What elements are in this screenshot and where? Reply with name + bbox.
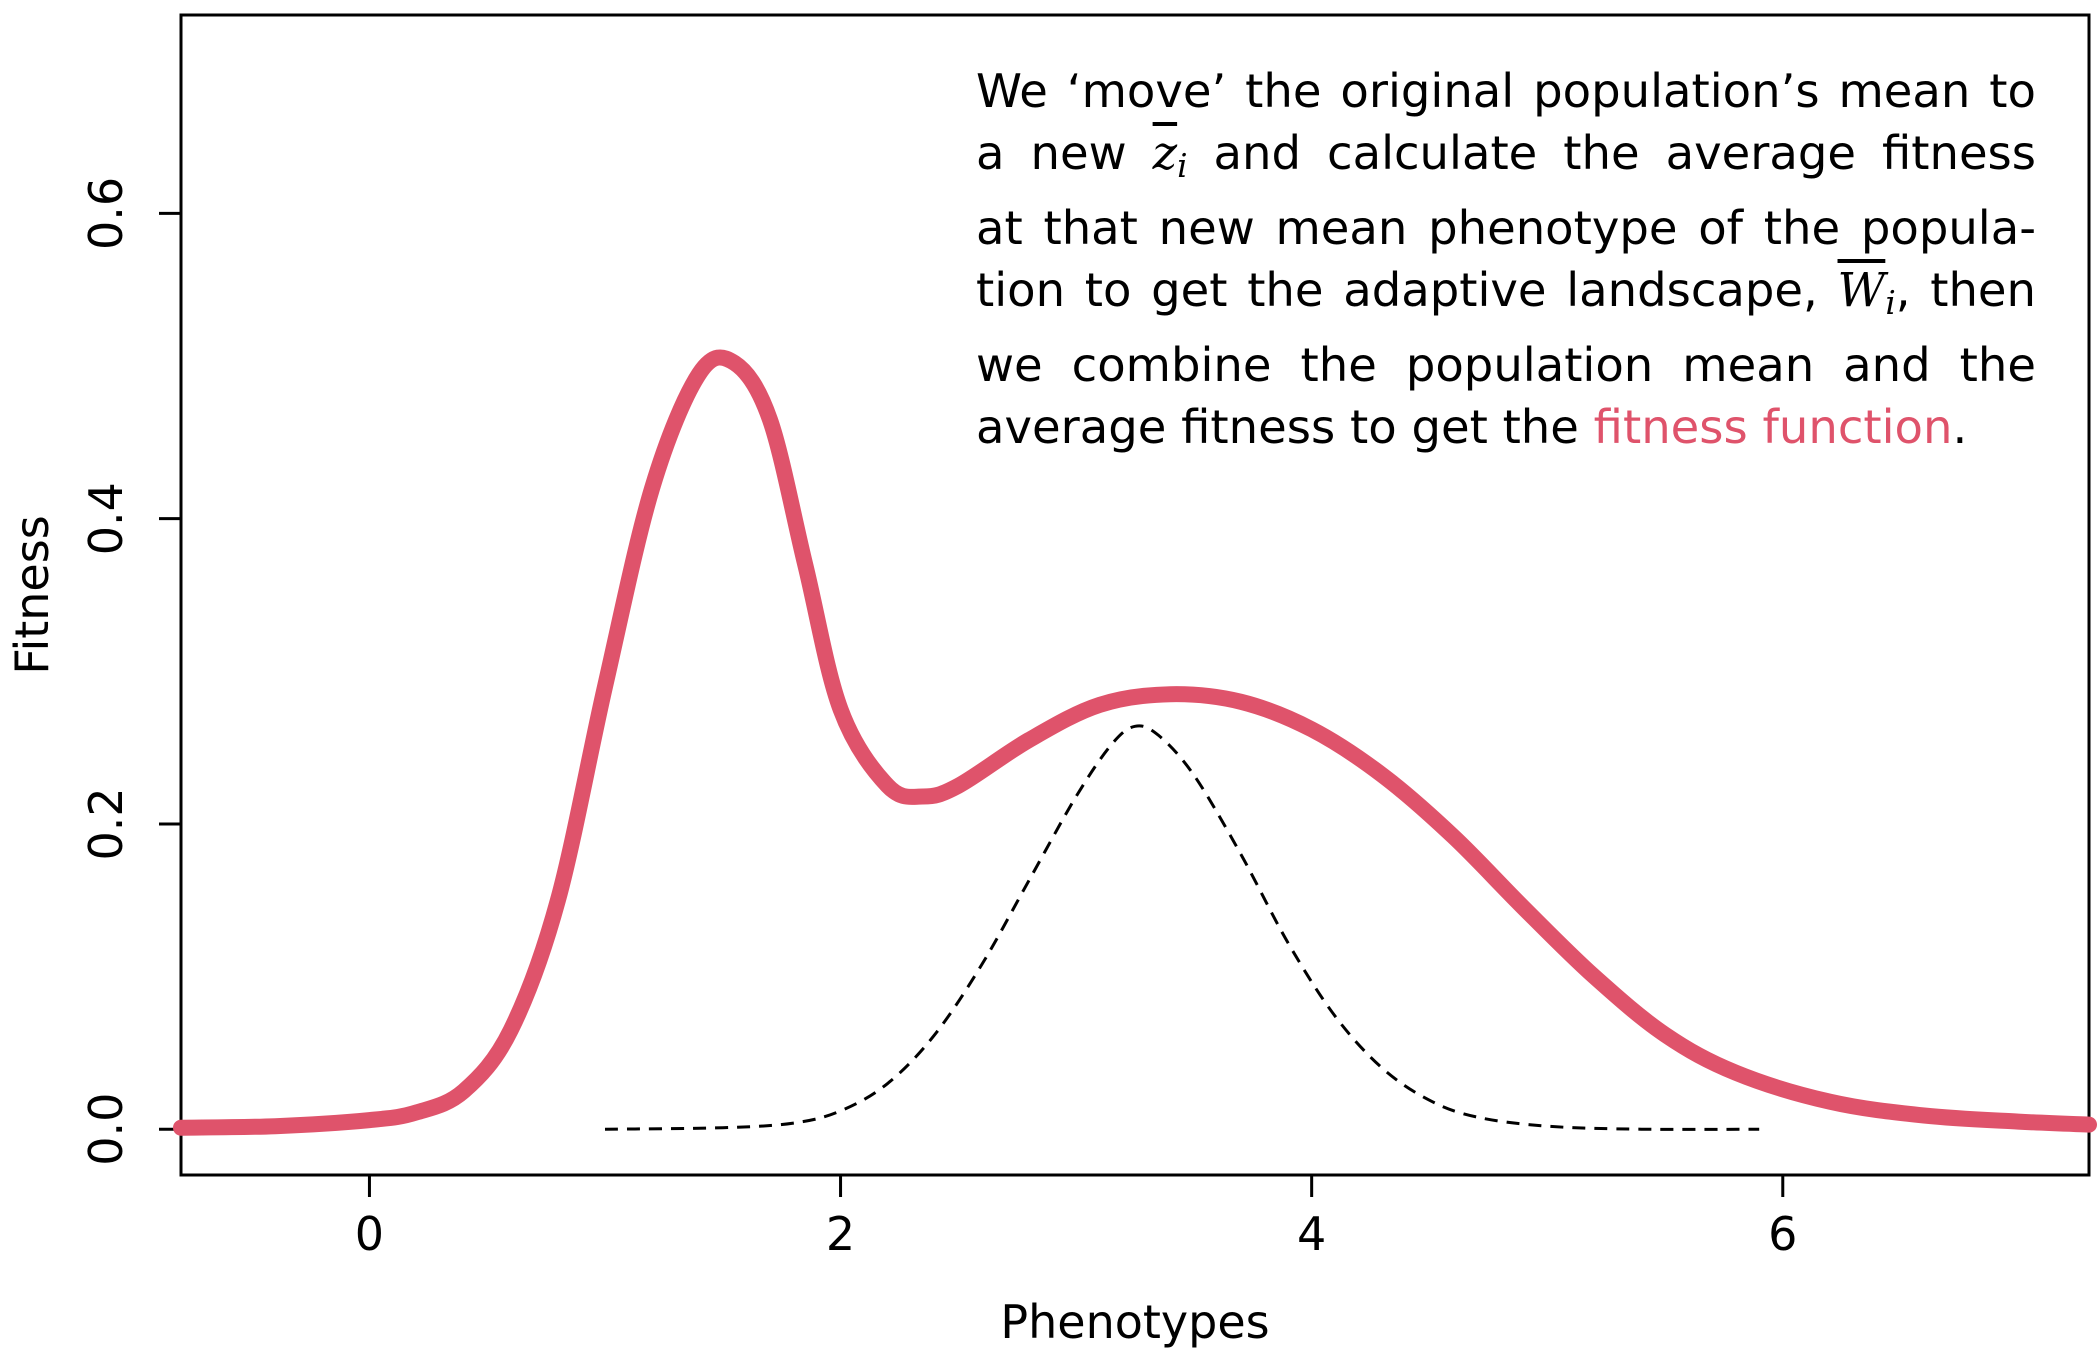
population-distribution-line	[604, 724, 1760, 1131]
x-axis-label: Phenotypes	[1000, 1295, 1269, 1349]
series-layer	[173, 349, 2097, 1136]
mean-fitness-symbol: Wi	[1837, 263, 1896, 323]
x-axis: 0 2 4 6	[355, 1173, 1797, 1261]
y-axis-label: Fitness	[5, 515, 59, 674]
annotation-line-6: average fitness to get the fitness funct…	[976, 400, 1968, 455]
y-tick-label: 0.0	[79, 1093, 133, 1166]
annotation-line-3: at that new mean phenotype of the popula…	[976, 201, 2036, 256]
annotation-line-2: a new zi and calculate the average fitne…	[976, 126, 2037, 186]
y-tick-label: 0.4	[79, 482, 133, 555]
annotation-line-1: We ‘move’ the original population’s mean…	[976, 64, 2036, 118]
fitness-function-line	[173, 349, 2097, 1136]
annotation-line-4: tion to get the adaptive landscape, Wi, …	[976, 263, 2036, 323]
x-tick-label: 2	[826, 1207, 855, 1261]
x-tick-label: 0	[355, 1207, 384, 1261]
y-axis: 0.0 0.2 0.4 0.6	[79, 177, 183, 1166]
y-tick-label: 0.2	[79, 787, 133, 860]
annotation-text: We ‘move’ the original population’s mean…	[976, 60, 2036, 458]
y-tick-label: 0.6	[79, 177, 133, 250]
fitness-function-highlight: fitness function	[1593, 400, 1953, 455]
x-tick-label: 6	[1768, 1207, 1797, 1261]
annotation-line-5: we combine the population mean and the	[976, 338, 2036, 393]
x-tick-label: 4	[1297, 1207, 1326, 1261]
mean-phenotype-symbol: zi	[1152, 126, 1188, 186]
